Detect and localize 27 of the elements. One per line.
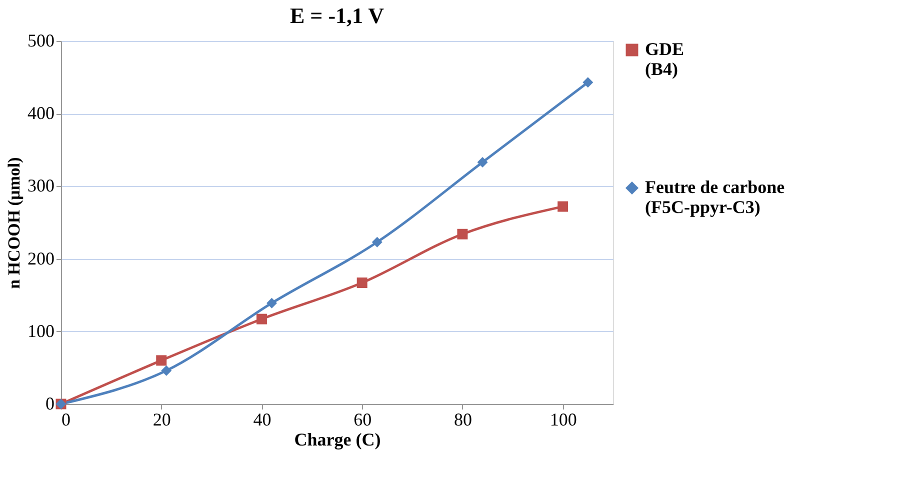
y-tick-label: 200 — [28, 248, 54, 268]
y-axis-title: n HCOOH (µmol) — [4, 157, 24, 289]
point — [477, 157, 488, 168]
x-axis-title: Charge (C) — [294, 430, 381, 450]
point — [457, 228, 468, 240]
point — [156, 355, 167, 366]
y-tick-label: 400 — [28, 103, 54, 124]
x-tick-label: 20 — [152, 410, 171, 430]
legend-label: GDE (B4) — [645, 39, 684, 79]
point — [582, 77, 594, 88]
point — [356, 278, 368, 288]
x-tick-label: 60 — [354, 410, 372, 430]
point — [558, 201, 568, 212]
y-tick-label: 300 — [28, 176, 54, 196]
y-tick-label: 100 — [28, 320, 54, 341]
y-tick-label: 500 — [28, 30, 54, 50]
chart-title: E = -1,1 V — [290, 3, 384, 28]
point — [161, 365, 172, 376]
y-tick-label: 0 — [46, 394, 54, 414]
point — [256, 314, 267, 324]
point — [266, 298, 278, 308]
x-tick-label: 0 — [62, 410, 70, 430]
legend-label: Feutre de carbone (F5C-ppyr-C3) — [645, 177, 785, 217]
x-tick-label: 100 — [550, 410, 577, 430]
x-tick-label: 40 — [253, 410, 272, 430]
x-tick-label: 80 — [454, 410, 472, 430]
point — [372, 236, 382, 248]
